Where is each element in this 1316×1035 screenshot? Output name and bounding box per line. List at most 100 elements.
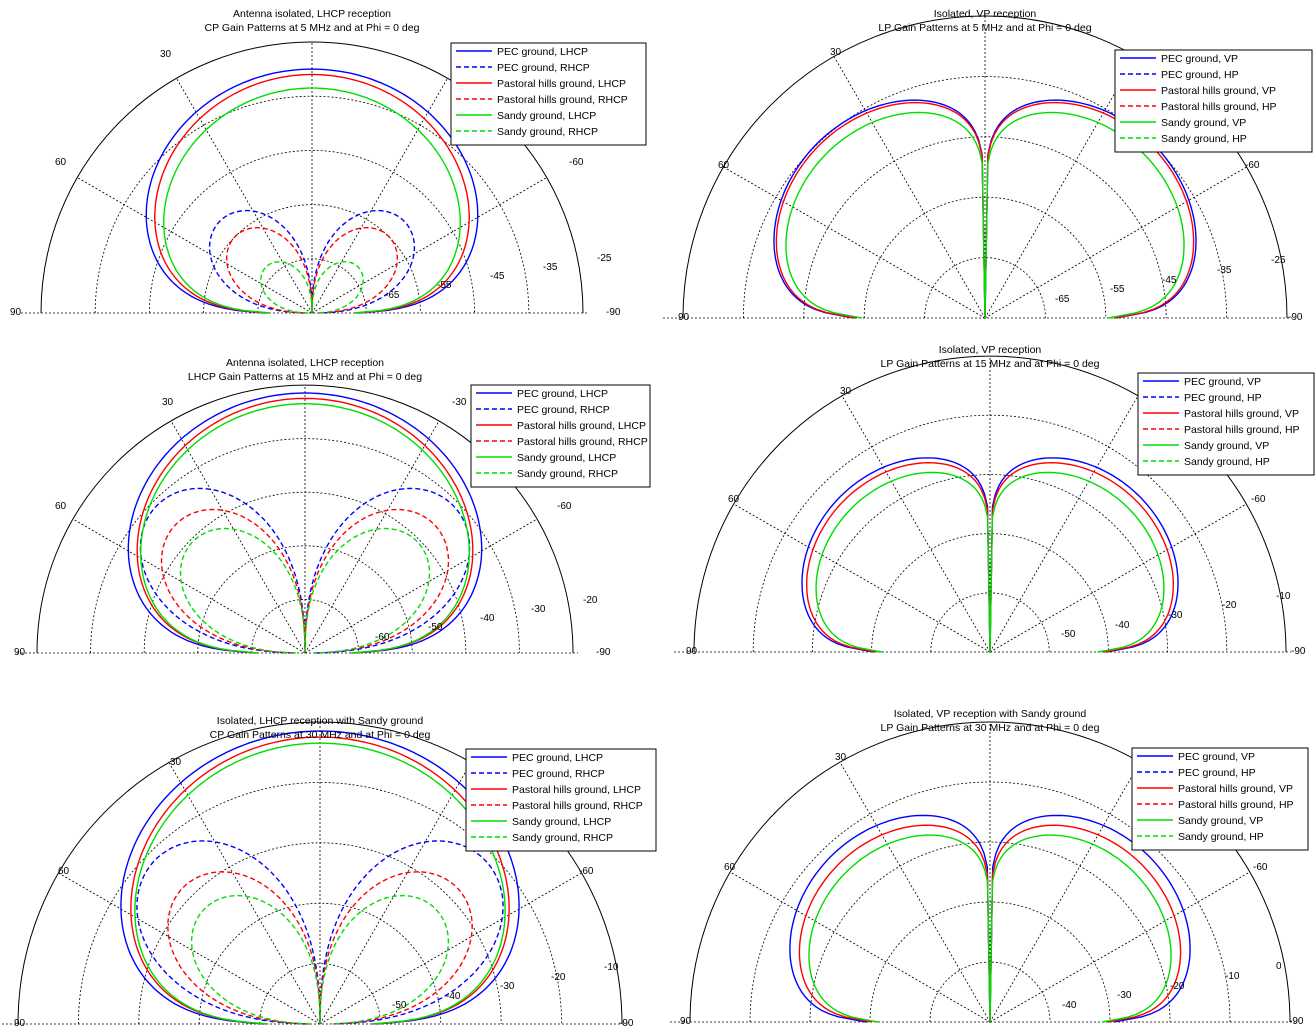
legend-entry: Pastoral hills ground, LHCP [512, 784, 641, 796]
radial-label: -30 [531, 604, 546, 615]
angle-label: -90 [596, 647, 611, 658]
radial-label: -25 [1271, 255, 1286, 266]
angle-label: -30 [452, 397, 467, 408]
legend-entry: Sandy ground, HP [1184, 456, 1270, 468]
radial-label: -35 [1217, 265, 1232, 276]
angle-label: 60 [724, 862, 736, 873]
radial-label: -50 [428, 622, 443, 633]
angle-label: -90 [1289, 1016, 1304, 1027]
chart-subtitle: LP Gain Patterns at 5 MHz and at Phi = 0… [878, 22, 1091, 34]
legend-entry: Sandy ground, HP [1178, 831, 1264, 843]
legend-entry: PEC ground, HP [1184, 392, 1262, 404]
angle-label: 60 [55, 501, 67, 512]
radial-label: -60 [375, 632, 390, 643]
radial-label: -10 [1225, 971, 1240, 982]
legend-entry: Pastoral hills ground, RHCP [517, 436, 648, 448]
legend-entry: Pastoral hills ground, VP [1161, 85, 1276, 97]
legend-entry: Pastoral hills ground, HP [1178, 799, 1294, 811]
legend-entry: PEC ground, RHCP [517, 404, 610, 416]
legend-entry: Sandy ground, LHCP [497, 110, 596, 122]
pec-rhcp-curve [140, 488, 469, 653]
angle-label: 90 [10, 307, 22, 318]
legend-entry: PEC ground, HP [1178, 767, 1256, 779]
angle-label: 60 [58, 866, 70, 877]
radial-label: -35 [543, 262, 558, 273]
legend-entry: Pastoral hills ground, LHCP [517, 420, 646, 432]
angle-label: -60 [557, 501, 572, 512]
radial-label: -10 [1276, 591, 1291, 602]
angle-label: 30 [170, 757, 182, 768]
grid-spoke [834, 57, 985, 319]
angle-label: 60 [718, 160, 730, 171]
angle-label: -90 [1288, 312, 1303, 323]
angle-label: -60 [569, 157, 584, 168]
radial-label: -55 [437, 280, 452, 291]
legend-entry: PEC ground, VP [1161, 53, 1238, 65]
chart-title: Isolated, VP reception [939, 344, 1042, 356]
radial-label: -65 [385, 290, 400, 301]
legend-entry: PEC ground, LHCP [517, 388, 608, 400]
legend-entry: PEC ground, VP [1178, 751, 1255, 763]
grid-spoke [59, 873, 321, 1024]
grid-spoke [985, 57, 1136, 319]
grid-spoke [169, 763, 320, 1025]
radial-label: -20 [583, 595, 598, 606]
grid-spoke [73, 519, 305, 653]
grid-spoke [305, 421, 439, 653]
angle-label: -60 [1251, 494, 1266, 505]
radial-label: -30 [1168, 610, 1183, 621]
legend-entry: PEC ground, RHCP [497, 62, 590, 74]
angle-label: 90 [14, 1018, 26, 1029]
chart-title: Antenna isolated, LHCP reception [233, 8, 391, 20]
legend-entry: Pastoral hills ground, LHCP [497, 78, 626, 90]
legend-entry: PEC ground, RHCP [512, 768, 605, 780]
legend-entry: Pastoral hills ground, RHCP [512, 800, 643, 812]
angle-label: -60 [1253, 862, 1268, 873]
angle-label: 90 [686, 646, 698, 657]
chart-subtitle: LP Gain Patterns at 15 MHz and at Phi = … [881, 358, 1100, 370]
pastoral-lhcp-curve [131, 737, 509, 1024]
radial-label: -40 [446, 991, 461, 1002]
grid-spoke [990, 396, 1138, 652]
legend-entry: Sandy ground, RHCP [497, 126, 598, 138]
angle-label: -60 [579, 866, 594, 877]
radial-label: -40 [1115, 620, 1130, 631]
legend-entry: Pastoral hills ground, RHCP [497, 94, 628, 106]
legend-entry: Sandy ground, LHCP [512, 816, 611, 828]
legend-entry: Pastoral hills ground, VP [1178, 783, 1293, 795]
angle-label: 30 [830, 47, 842, 58]
angle-label: -60 [1245, 160, 1260, 171]
legend: PEC ground, LHCP PEC ground, RHCP Pastoral… [466, 749, 656, 851]
grid-spoke [840, 762, 990, 1022]
radial-label: 0 [1276, 961, 1282, 972]
radial-label: -65 [1055, 294, 1070, 305]
radial-label: -20 [1222, 600, 1237, 611]
angle-label: -90 [606, 307, 621, 318]
radial-label: -50 [392, 1000, 407, 1011]
angle-label: 90 [14, 647, 26, 658]
angle-label: 90 [680, 1016, 692, 1027]
legend-entry: PEC ground, LHCP [497, 46, 588, 58]
angle-label: -90 [1291, 646, 1306, 657]
grid-spoke [171, 421, 305, 653]
chart-subtitle: LP Gain Patterns at 30 MHz and at Phi = … [881, 722, 1100, 734]
radial-label: -20 [551, 972, 566, 983]
legend: PEC ground, LHCP PEC ground, RHCP Pastoral… [451, 43, 646, 145]
grid-spoke [305, 519, 537, 653]
radial-label: -45 [490, 271, 505, 282]
legend-entry: Pastoral hills ground, HP [1161, 101, 1277, 113]
legend-entry: Sandy ground, LHCP [517, 452, 616, 464]
legend-entry: PEC ground, LHCP [512, 752, 603, 764]
radial-label: -40 [480, 613, 495, 624]
legend-entry: Pastoral hills ground, HP [1184, 424, 1300, 436]
grid-spoke [320, 763, 471, 1025]
grid-spoke [730, 872, 990, 1022]
